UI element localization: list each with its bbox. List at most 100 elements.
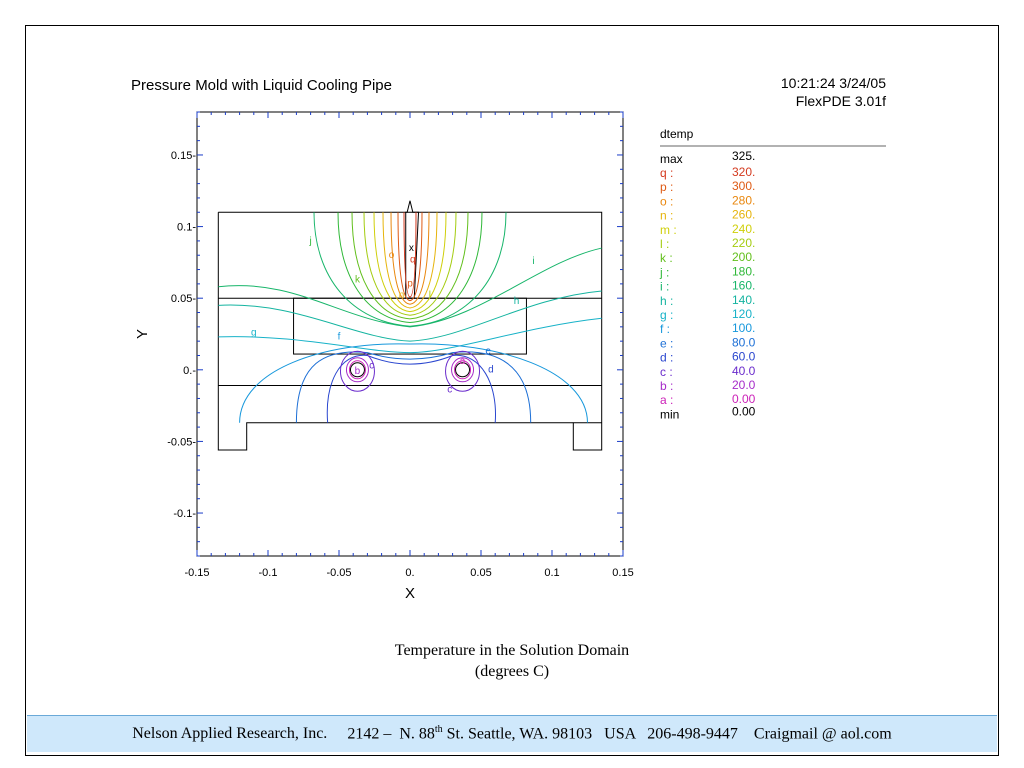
contour-lines	[218, 212, 602, 423]
legend-level-label: h :	[660, 294, 673, 308]
y-tick-label: 0.15-	[171, 150, 196, 162]
heat-spike	[405, 200, 420, 299]
caption-line-2: (degrees C)	[474, 663, 550, 680]
x-tick-label: -0.15	[184, 567, 209, 579]
plot-frame	[196, 111, 624, 557]
contour-k	[351, 212, 469, 320]
legend-max-label: max	[660, 152, 683, 166]
legend-level-label: b :	[660, 379, 673, 393]
legend-level-label: q :	[660, 166, 673, 180]
legend-level-value: 320.	[732, 165, 755, 179]
axes: -0.15 -0.1 -0.05 0. 0.05 0.1 0.15 0.15- 0.1- 0.05…	[134, 111, 634, 602]
legend-max-value: 325.	[732, 149, 755, 163]
x-tick-label: -0.05	[326, 567, 351, 579]
contour-label-c: c	[447, 385, 452, 396]
contour-p	[397, 212, 423, 302]
y-tick-label: 0.1-	[177, 222, 196, 234]
legend-level-label: j :	[659, 265, 669, 279]
legend-level-label: m :	[660, 223, 677, 237]
legend-level-value: 0.00	[732, 392, 756, 406]
contour-label-f: f	[338, 332, 341, 343]
y-tick-label: 0.05-	[171, 293, 196, 305]
legend-level-label: g :	[660, 308, 673, 322]
contour-c	[339, 350, 375, 392]
figure-caption: Temperature in the Solution Domain (degr…	[0, 640, 1024, 682]
contour-label-g: g	[251, 327, 257, 338]
legend-level-value: 40.0	[732, 364, 756, 378]
contour-label-b: b	[355, 366, 361, 377]
footer-address-post: St. Seattle, WA. 98103 USA 206-498-9447 …	[442, 725, 892, 743]
legend-level-label: k :	[660, 251, 673, 265]
contour-m	[373, 212, 447, 313]
contour-label-p: p	[407, 279, 413, 290]
contour-label-i: i	[532, 256, 534, 267]
domain-outline-left	[217, 212, 574, 451]
contour-label-l: l	[429, 290, 431, 301]
y-tick-label: -0.1-	[173, 508, 196, 520]
legend-level-label: l :	[660, 237, 669, 251]
legend-level-label: p :	[660, 180, 673, 194]
legend-level-value: 180.	[732, 264, 755, 278]
software-version: FlexPDE 3.01f	[795, 93, 886, 109]
legend-level-value: 100.	[732, 321, 755, 335]
contour-a	[454, 360, 472, 380]
footer-address-sup: th	[434, 724, 443, 736]
caption-line-1: Temperature in the Solution Domain	[394, 642, 630, 659]
legend-level-value: 120.	[732, 307, 755, 321]
contour-label-q: q	[410, 254, 416, 265]
legend-variable: dtemp	[660, 127, 694, 141]
x-tick-label: 0.1	[544, 567, 559, 579]
timestamp: 10:21:24 3/24/05	[780, 75, 886, 91]
contour-e	[295, 351, 532, 423]
slide-frame	[25, 25, 999, 756]
contour-label-n: n	[399, 290, 405, 301]
contour-j	[337, 212, 483, 324]
legend-level-label: i :	[660, 280, 669, 294]
footer-bar: Nelson Applied Research, Inc. 2142 – N. …	[27, 715, 997, 752]
contour-g	[218, 317, 602, 354]
contour-b	[451, 357, 475, 383]
timestamp-block: 10:21:24 3/24/05 FlexPDE 3.01f	[781, 74, 886, 110]
legend-level-label: o :	[660, 194, 673, 208]
contour-label-d: d	[488, 365, 494, 376]
legend: dtemp max 325. q : 320. p : 300. o : 280. n : 260.…	[659, 127, 886, 421]
legend-level-label: c :	[660, 365, 673, 379]
plot-title: Pressure Mold with Liquid Cooling Pipe	[131, 77, 392, 94]
legend-level-label: e :	[660, 336, 673, 350]
contour-o	[390, 212, 430, 305]
legend-level-value: 240.	[732, 222, 755, 236]
contour-label-c: c	[369, 360, 374, 371]
y-tick-label: 0.-	[183, 365, 196, 377]
contour-a	[348, 360, 366, 380]
x-tick-label: 0.15	[612, 567, 633, 579]
legend-level-value: 200.	[732, 250, 755, 264]
contour-i	[313, 212, 507, 327]
legend-level-value: 80.0	[732, 335, 756, 349]
x-tick-label: 0.	[405, 567, 414, 579]
contour-l	[363, 212, 457, 316]
legend-level-value: 220.	[732, 236, 755, 250]
cooling-pipe-left	[349, 362, 365, 378]
contour-label-k: k	[355, 274, 361, 285]
footer-spacer	[327, 725, 347, 743]
contour-d	[326, 354, 496, 423]
legend-min-label: min	[660, 407, 679, 421]
contour-label-j: j	[308, 236, 311, 247]
legend-level-label: d :	[660, 351, 673, 365]
contour-f	[239, 343, 588, 423]
contour-label-o: o	[389, 250, 395, 261]
legend-level-value: 140.	[732, 293, 755, 307]
y-axis-label: Y	[134, 329, 151, 339]
legend-level-label: a :	[660, 393, 673, 407]
contour-label-e: e	[485, 346, 491, 357]
legend-level-value: 160.	[732, 279, 755, 293]
footer-address-pre: 2142 – N. 88	[347, 725, 435, 743]
contour-q	[403, 212, 417, 298]
footer-company: Nelson Applied Research, Inc.	[132, 725, 328, 742]
legend-level-label: f :	[660, 322, 670, 336]
legend-level-value: 280.	[732, 193, 755, 207]
contour-label-h: h	[514, 296, 520, 307]
contour-label-a: a	[460, 356, 466, 367]
contour-n	[382, 212, 438, 309]
